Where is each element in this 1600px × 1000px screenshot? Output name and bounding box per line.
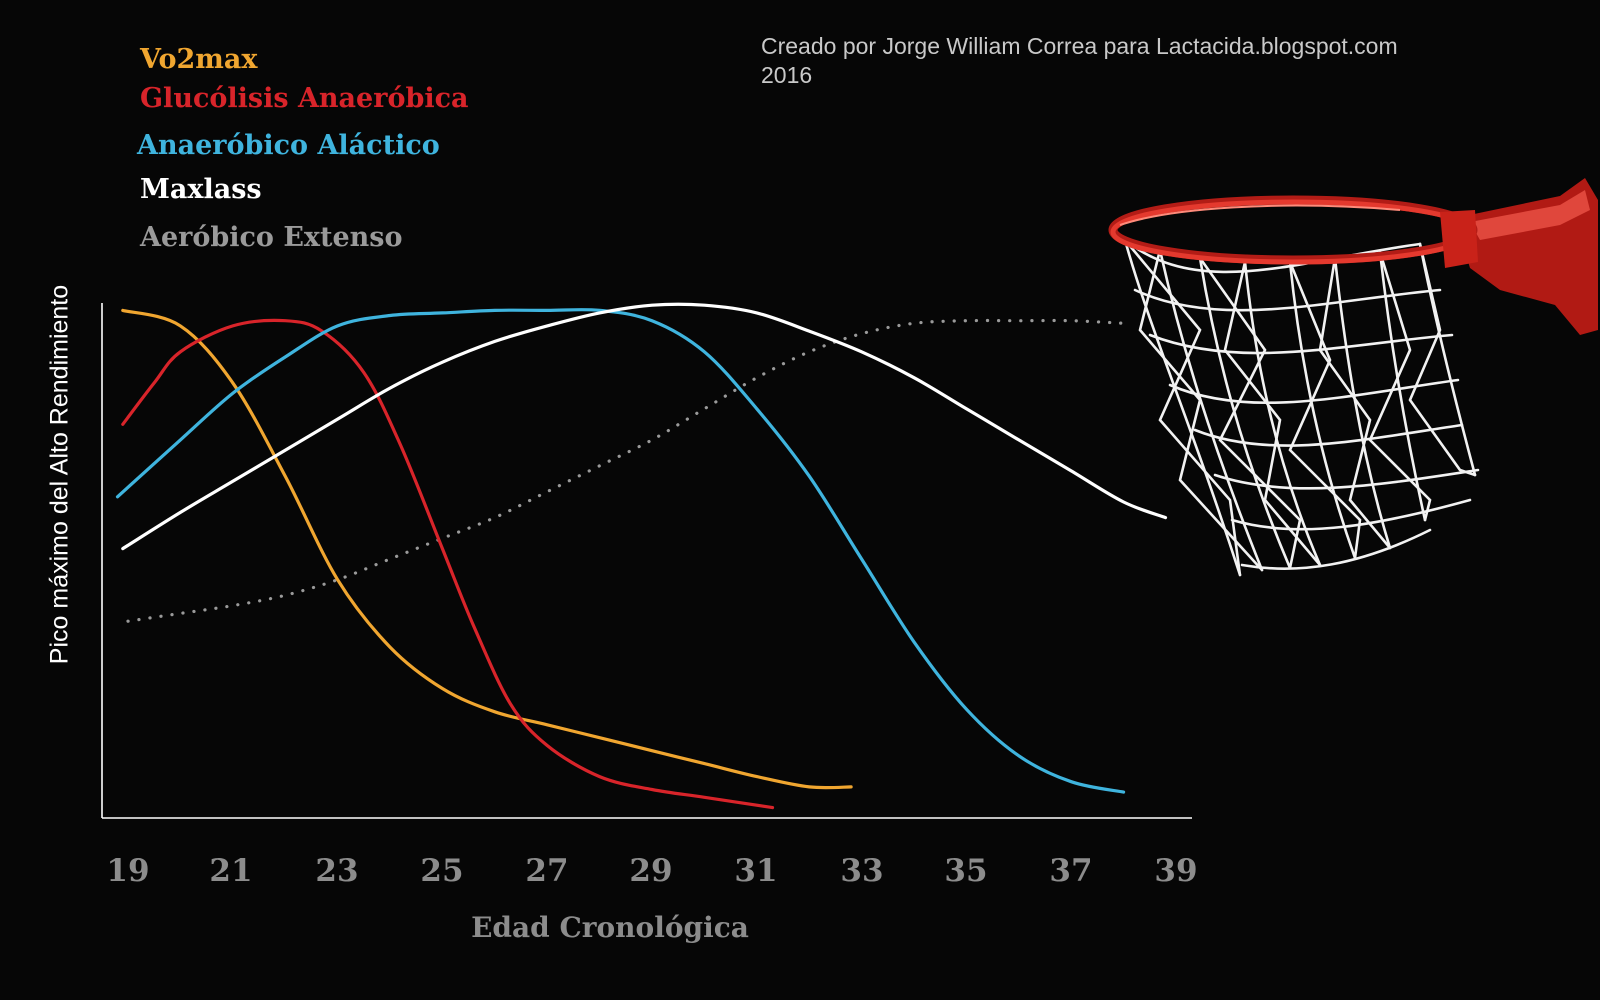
x-tick-label: 35: [944, 853, 988, 889]
hoop-bracket-highlight: [1470, 190, 1590, 240]
series-line-aerobico: [126, 318, 1126, 623]
legend-item-vo2max: Vo2max: [140, 44, 258, 75]
legend-item-glucolisis: Glucólisis Anaeróbica: [140, 83, 469, 114]
legend-item-aerobico: Aeróbico Extenso: [140, 222, 403, 253]
series-line-glucolisis: [121, 318, 775, 810]
x-tick-label: 31: [734, 853, 778, 889]
hoop-net: [1123, 238, 1480, 577]
hoop-rim-highlight: [1119, 204, 1401, 226]
x-tick-label: 23: [315, 853, 359, 889]
legend-item-maxlass: Maxlass: [140, 174, 262, 205]
series-line-vo2max: [121, 308, 853, 790]
x-tick-label: 27: [525, 853, 569, 889]
series-line-alactico: [115, 308, 1126, 794]
hoop-rim-front: [1110, 199, 1476, 265]
legend-item-alactico: Anaeróbico Aláctico: [137, 130, 440, 161]
x-tick-label: 29: [629, 853, 673, 889]
x-tick-label: 21: [209, 853, 253, 889]
credit-line-1: Creado por Jorge William Correa para Lac…: [761, 33, 1398, 59]
credit-line-2: 2016: [761, 62, 813, 88]
series-layer: [115, 302, 1168, 810]
hoop-rim-collar: [1440, 210, 1478, 268]
x-tick-label: 33: [840, 853, 884, 889]
basketball-hoop-illustration: [1108, 178, 1598, 577]
x-tick-label: 39: [1154, 853, 1198, 889]
x-tick-label: 19: [106, 853, 150, 889]
x-axis-label: Edad Cronológica: [471, 911, 749, 944]
series-line-maxlass: [121, 302, 1168, 551]
x-tick-label: 37: [1049, 853, 1093, 889]
credit-text: Creado por Jorge William Correa para Lac…: [761, 32, 1398, 90]
x-tick-label: 25: [420, 853, 464, 889]
